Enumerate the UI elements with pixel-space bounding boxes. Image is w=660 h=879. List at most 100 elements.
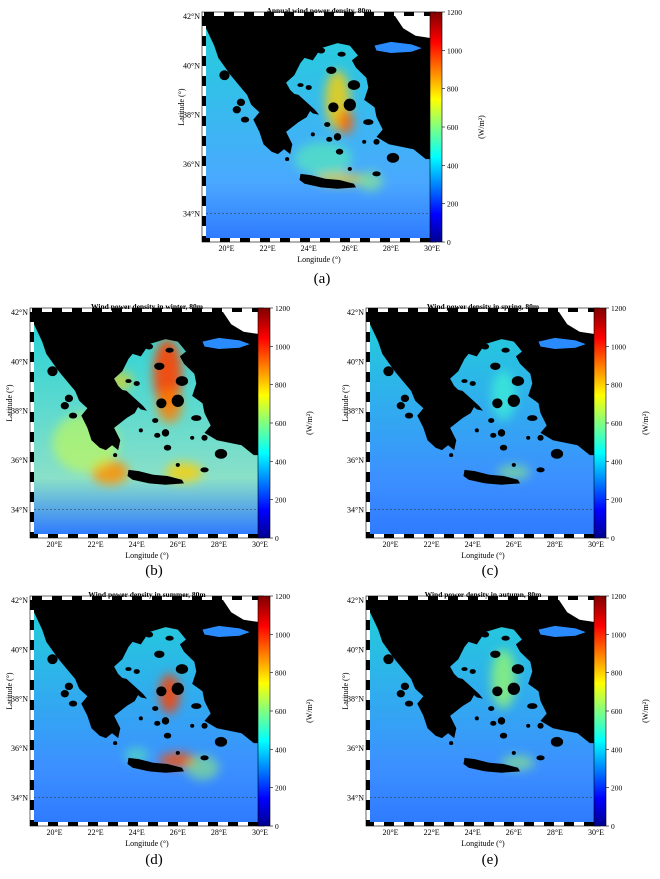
island: [492, 686, 503, 697]
plot-title: Wind power density in autumn, 80m: [425, 590, 543, 599]
plot-title: Wind power density in spring, 80m: [427, 302, 540, 311]
colorbar-unit-label: (W/m²): [305, 699, 314, 723]
y-tick-label: 40°N: [183, 61, 200, 70]
x-tick-label: 26°E: [170, 540, 186, 549]
evia-island: [452, 388, 483, 411]
caption-c: (c): [481, 563, 499, 579]
island: [469, 669, 476, 674]
island: [490, 650, 501, 658]
island: [316, 47, 326, 54]
island: [113, 741, 118, 746]
colorbar: [593, 595, 607, 827]
y-axis-label: Latitude (°): [5, 672, 14, 710]
x-tick-label: 20°E: [218, 244, 234, 253]
island: [449, 741, 454, 746]
island: [337, 51, 346, 57]
island: [501, 347, 510, 353]
x-tick-label: 24°E: [465, 828, 481, 837]
panel-e: Wind power density in autumn, 80m 20°E 22°…: [336, 588, 656, 850]
island: [372, 171, 381, 177]
black-sea-mask: [559, 600, 596, 623]
y-tick-label: 34°N: [11, 793, 28, 802]
island: [200, 755, 209, 761]
island: [191, 415, 202, 422]
island: [511, 376, 525, 386]
island: [550, 448, 564, 459]
island: [156, 686, 167, 697]
island: [201, 722, 208, 729]
y-tick-label: 38°N: [11, 695, 28, 704]
island: [125, 667, 132, 672]
island: [343, 98, 356, 111]
panel-c: Wind power density in spring, 80m 20°E 22°…: [336, 300, 656, 562]
island: [383, 654, 394, 665]
island: [68, 700, 78, 707]
island: [240, 116, 250, 123]
y-tick-label: 42°N: [347, 596, 364, 605]
island: [190, 435, 195, 440]
colorbar-unit-label: (W/m²): [641, 411, 650, 435]
island: [326, 66, 337, 74]
sea-of-marmara: [538, 337, 586, 349]
y-tick-label: 34°N: [347, 793, 364, 802]
island: [499, 444, 508, 451]
colorbar: [257, 307, 271, 539]
island: [363, 119, 374, 126]
island: [404, 700, 414, 707]
island: [214, 448, 228, 459]
wind-hotspots: [491, 371, 531, 480]
island: [171, 682, 184, 695]
island: [47, 654, 58, 665]
island: [400, 394, 410, 403]
island: [396, 402, 405, 410]
island: [459, 408, 466, 414]
island: [113, 453, 118, 458]
island: [123, 696, 130, 702]
evia-island: [116, 388, 147, 411]
island: [68, 412, 78, 419]
colorbar: [257, 595, 271, 827]
island: [511, 664, 525, 674]
x-tick-label: 30°E: [252, 540, 268, 549]
island: [295, 112, 302, 118]
colorbar-tick-label: 800: [275, 381, 287, 390]
island: [386, 152, 400, 163]
island: [190, 723, 195, 728]
island: [490, 432, 497, 438]
x-tick-label: 20°E: [46, 540, 62, 549]
colorbar-tick-label: 200: [275, 496, 287, 505]
y-tick-label: 34°N: [347, 505, 364, 514]
island: [144, 631, 154, 638]
y-tick-label: 42°N: [347, 308, 364, 317]
y-tick-label: 40°N: [11, 645, 28, 654]
map-area: [370, 600, 596, 822]
crete-island: [127, 469, 184, 485]
y-tick-label: 36°N: [11, 744, 28, 753]
island: [175, 376, 189, 386]
x-tick-label: 22°E: [88, 828, 104, 837]
island: [236, 98, 246, 107]
y-tick-label: 34°N: [11, 505, 28, 514]
y-tick-label: 40°N: [347, 357, 364, 366]
y-tick-label: 42°N: [11, 596, 28, 605]
x-tick-label: 30°E: [424, 244, 440, 253]
island: [490, 362, 501, 370]
x-tick-label: 26°E: [170, 828, 186, 837]
island: [60, 690, 69, 698]
island: [449, 453, 454, 458]
island: [550, 736, 564, 747]
x-tick-label: 30°E: [588, 540, 604, 549]
colorbar-unit-label: (W/m²): [305, 411, 314, 435]
x-tick-label: 28°E: [547, 540, 563, 549]
plot-title: Annual wind power density, 80m: [266, 6, 372, 15]
y-tick-label: 40°N: [11, 357, 28, 366]
x-tick-label: 28°E: [211, 828, 227, 837]
caption-a: (a): [313, 271, 331, 287]
island: [138, 716, 143, 721]
island: [163, 732, 172, 739]
island: [499, 732, 508, 739]
island: [511, 462, 516, 467]
colorbar-tick-label: 600: [275, 707, 287, 716]
black-sea-mask: [559, 312, 596, 335]
wind-hotspot: [358, 171, 383, 192]
